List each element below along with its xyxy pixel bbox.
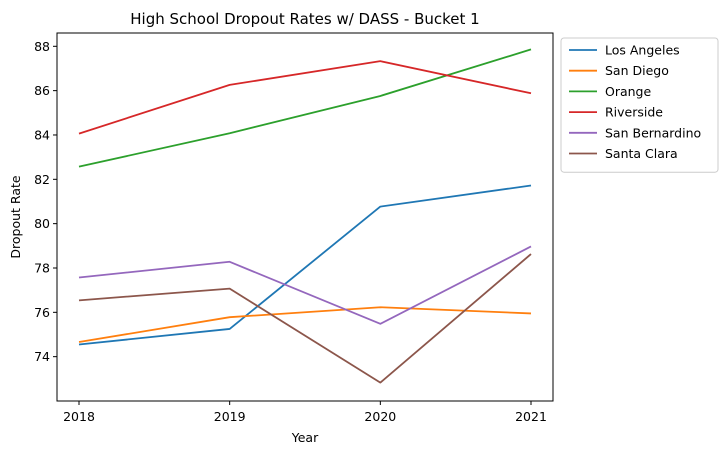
legend-item: Los Angeles [569,43,680,58]
plot-frame [56,32,554,402]
y-tick-label: 88 [34,39,50,54]
y-tick-label: 76 [34,305,50,320]
y-axis: 74 76 78 80 82 84 86 88 [34,39,57,364]
x-tick-label: 2021 [515,409,547,424]
x-tick-label: 2018 [63,409,95,424]
x-axis: 2018 2019 2020 2021 [63,401,547,424]
series-line [78,48,532,168]
series-lines [78,48,532,384]
x-tick-label: 2020 [364,409,396,424]
series-line [78,184,532,346]
legend-label: San Bernardino [605,125,701,140]
legend-item: Santa Clara [569,146,678,161]
legend-label: Los Angeles [605,43,680,58]
series-line [78,253,532,384]
legend-item: San Bernardino [569,125,701,140]
chart-title: High School Dropout Rates w/ DASS - Buck… [130,10,479,28]
series-line [78,245,532,325]
y-tick-label: 82 [34,172,50,187]
legend-item: Orange [569,84,651,99]
legend-label: Orange [605,84,651,99]
x-axis-title: Year [291,430,319,445]
legend-label: San Diego [605,63,669,78]
y-tick-label: 78 [34,260,50,275]
legend-box [560,37,719,173]
legend-label: Riverside [605,105,663,120]
legend-item: Riverside [569,105,663,120]
legend: Los Angeles San Diego Orange Riverside San B… [560,37,719,173]
y-tick-label: 84 [34,127,50,142]
x-tick-label: 2019 [214,409,246,424]
series-line [78,306,532,343]
y-tick-label: 86 [34,83,50,98]
plot-area: 2018 2019 2020 2021 74 76 78 80 82 84 86 88 [34,32,554,424]
y-tick-label: 80 [34,216,50,231]
y-axis-title: Dropout Rate [8,175,23,258]
legend-label: Santa Clara [605,146,678,161]
legend-item: San Diego [569,63,669,78]
y-tick-label: 74 [34,349,50,364]
series-line [78,60,532,135]
